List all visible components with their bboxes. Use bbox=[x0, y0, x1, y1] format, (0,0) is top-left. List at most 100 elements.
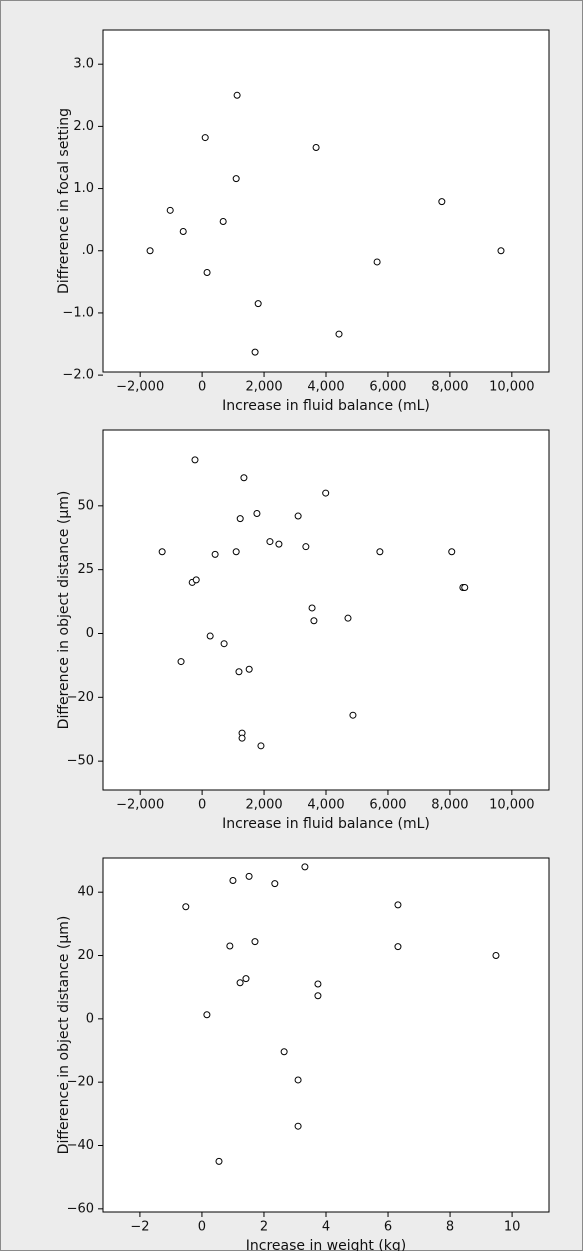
point bbox=[251, 938, 259, 946]
point bbox=[245, 665, 253, 673]
x-tick-label: 0 bbox=[198, 380, 206, 395]
point bbox=[335, 330, 343, 338]
point bbox=[179, 227, 187, 235]
point bbox=[310, 617, 318, 625]
x-tick-label: −2,000 bbox=[116, 798, 164, 813]
x-tick-label: 4 bbox=[322, 1220, 330, 1235]
point bbox=[266, 538, 274, 546]
point bbox=[229, 876, 237, 884]
point bbox=[220, 640, 228, 648]
plot-area bbox=[102, 429, 550, 791]
point bbox=[203, 269, 211, 277]
y-axis-label: Difference in object distance (µm) bbox=[56, 916, 72, 1155]
x-tick-label: 6,000 bbox=[369, 798, 406, 813]
y-tick-label: −1.0 bbox=[62, 305, 94, 320]
point bbox=[240, 474, 248, 482]
point bbox=[376, 548, 384, 556]
y-tick-label: 40 bbox=[77, 885, 94, 900]
x-tick-label: −2 bbox=[130, 1220, 149, 1235]
x-tick-label: 10,000 bbox=[489, 798, 535, 813]
y-tick-label: .0 bbox=[82, 243, 94, 258]
point bbox=[271, 880, 279, 888]
point bbox=[211, 550, 219, 558]
plot-area bbox=[102, 29, 550, 373]
point bbox=[302, 543, 310, 551]
point bbox=[242, 975, 250, 983]
point bbox=[235, 668, 243, 676]
point bbox=[373, 258, 381, 266]
y-tick-label: 20 bbox=[77, 948, 94, 963]
point bbox=[206, 632, 214, 640]
point bbox=[232, 548, 240, 556]
y-tick-label: 2.0 bbox=[73, 119, 94, 134]
x-tick-label: 8 bbox=[446, 1220, 454, 1235]
point bbox=[203, 1011, 211, 1019]
y-tick-label: 3.0 bbox=[73, 57, 94, 72]
point bbox=[294, 512, 302, 520]
x-tick-label: 4,000 bbox=[307, 798, 344, 813]
point bbox=[257, 742, 265, 750]
x-tick-label: 2,000 bbox=[245, 798, 282, 813]
point bbox=[275, 540, 283, 548]
point bbox=[497, 247, 505, 255]
y-tick-label: 25 bbox=[77, 562, 94, 577]
point bbox=[233, 91, 241, 99]
point bbox=[308, 604, 316, 612]
x-tick-label: 8,000 bbox=[431, 380, 468, 395]
x-tick-label: 8,000 bbox=[431, 798, 468, 813]
x-axis-label: Increase in fluid balance (mL) bbox=[222, 398, 430, 414]
point bbox=[438, 198, 446, 206]
point bbox=[182, 903, 190, 911]
point bbox=[238, 734, 246, 742]
point bbox=[301, 863, 309, 871]
point bbox=[344, 614, 352, 622]
x-tick-label: 6 bbox=[384, 1220, 392, 1235]
point bbox=[219, 218, 227, 226]
y-tick-label: −2.0 bbox=[62, 368, 94, 383]
x-axis-label: Increase in weight (kg) bbox=[246, 1238, 406, 1251]
point bbox=[280, 1048, 288, 1056]
x-tick-label: 0 bbox=[198, 798, 206, 813]
point bbox=[254, 300, 262, 308]
y-tick-label: 1.0 bbox=[73, 181, 94, 196]
point bbox=[294, 1076, 302, 1084]
point bbox=[394, 943, 402, 951]
point bbox=[253, 509, 261, 517]
x-tick-label: 6,000 bbox=[369, 380, 406, 395]
y-tick-label: 0 bbox=[86, 1011, 94, 1026]
point bbox=[158, 548, 166, 556]
x-tick-label: 10 bbox=[504, 1220, 521, 1235]
y-tick-label: 0 bbox=[86, 626, 94, 641]
x-tick-label: 10,000 bbox=[489, 380, 535, 395]
point bbox=[349, 711, 357, 719]
y-tick-label: −60 bbox=[67, 1201, 94, 1216]
point bbox=[201, 134, 209, 142]
plot-area bbox=[102, 857, 550, 1213]
y-axis-label: Diffrerence in focal setting bbox=[56, 108, 72, 294]
point bbox=[191, 456, 199, 464]
point bbox=[192, 576, 200, 584]
point bbox=[236, 515, 244, 523]
point bbox=[215, 1157, 223, 1165]
x-tick-label: 2 bbox=[260, 1220, 268, 1235]
point bbox=[314, 980, 322, 988]
point bbox=[146, 247, 154, 255]
point bbox=[312, 144, 320, 152]
point bbox=[166, 206, 174, 214]
point bbox=[492, 952, 500, 960]
x-tick-label: −2,000 bbox=[116, 380, 164, 395]
point bbox=[245, 872, 253, 880]
x-tick-label: 2,000 bbox=[245, 380, 282, 395]
y-tick-label: −20 bbox=[67, 1075, 94, 1090]
y-tick-label: −20 bbox=[67, 690, 94, 705]
point bbox=[177, 658, 185, 666]
point bbox=[461, 584, 469, 592]
y-tick-label: 50 bbox=[77, 498, 94, 513]
point bbox=[232, 175, 240, 183]
y-tick-label: −40 bbox=[67, 1138, 94, 1153]
x-tick-label: 0 bbox=[198, 1220, 206, 1235]
point bbox=[314, 992, 322, 1000]
point bbox=[294, 1122, 302, 1130]
point bbox=[394, 901, 402, 909]
